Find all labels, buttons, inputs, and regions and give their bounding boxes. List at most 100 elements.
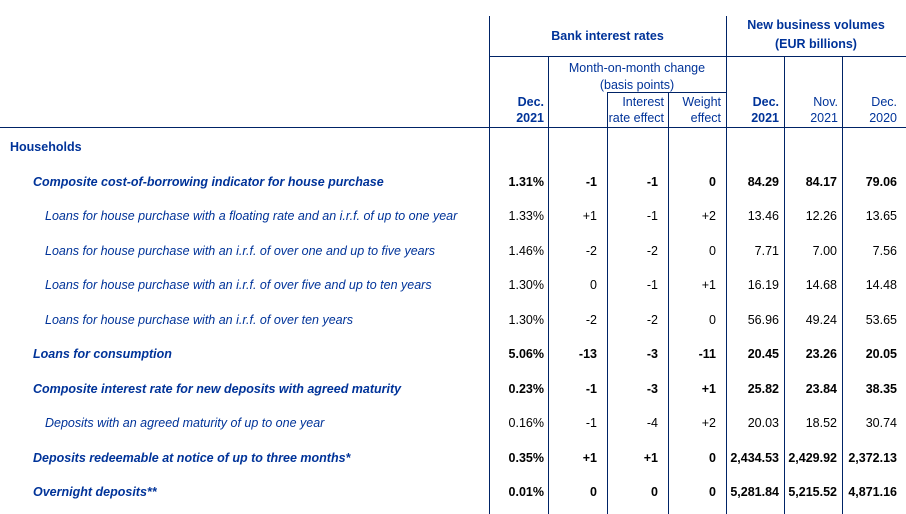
row-label: Loans for house purchase with an i.r.f. …	[45, 312, 354, 327]
cell-weight-effect: +1	[701, 277, 716, 292]
row-label: Loans for house purchase with an i.r.f. …	[45, 243, 436, 258]
mom-change-line2: (basis points)	[599, 78, 675, 92]
cell-vol-dec-2021: 16.19	[747, 277, 779, 292]
cell-vol-dec-2021: 7.71	[754, 243, 779, 258]
cell-vol-dec-2020: 2,372.13	[848, 450, 897, 465]
cell-vol-nov-2021: 12.26	[805, 208, 837, 223]
row-label: Deposits redeemable at notice of up to t…	[33, 450, 351, 465]
cell-vol-dec-2021: 84.29	[747, 174, 779, 189]
cell-vol-nov-2021: 7.00	[812, 243, 837, 258]
cell-vol-nov-2021: 23.26	[805, 346, 837, 361]
cell-weight-effect: -11	[698, 346, 716, 361]
table-border-vertical	[784, 56, 785, 514]
column-header-weight-effect: Weight effect	[682, 95, 721, 125]
column-header-vol-nov-2021: Nov. 2021	[810, 95, 838, 125]
table-border-vertical	[668, 92, 669, 514]
table-row-overnight-deposits: Overnight deposits** 0.01% 0 0 0 5,281.8…	[0, 474, 906, 509]
cell-vol-dec-2021: 20.45	[747, 346, 779, 361]
column-header-vol-dec-2020: Dec. 2020	[869, 95, 897, 125]
cell-vol-dec-2020: 14.48	[865, 277, 897, 292]
cell-mom-change: -1	[585, 381, 597, 396]
cell-rate-dec-2021: 1.31%	[508, 174, 544, 189]
cell-interest-rate-effect: -3	[646, 346, 658, 361]
cell-weight-effect: +1	[701, 381, 716, 396]
table-row-composite-cost-of-borrowing: Composite cost-of-borrowing indicator fo…	[0, 164, 906, 199]
cell-vol-dec-2020: 4,871.16	[848, 484, 897, 499]
column-header-interest-rate-effect: Interest rate effect	[608, 95, 664, 125]
column-header-rate-dec-2021: Dec. 2021	[516, 95, 544, 125]
table-row-composite-deposit-rate: Composite interest rate for new deposits…	[0, 371, 906, 406]
table-row-loans-for-consumption: Loans for consumption 5.06% -13 -3 -11 2…	[0, 336, 906, 371]
cell-vol-nov-2021: 49.24	[805, 312, 837, 327]
cell-interest-rate-effect: 0	[651, 484, 658, 499]
table-row-deposits-redeemable: Deposits redeemable at notice of up to t…	[0, 440, 906, 475]
cell-rate-dec-2021: 1.33%	[508, 208, 544, 223]
cell-weight-effect: 0	[709, 312, 716, 327]
row-label: Loans for house purchase with a floating…	[45, 208, 458, 223]
cell-vol-dec-2021: 56.96	[747, 312, 779, 327]
cell-rate-dec-2021: 1.30%	[508, 312, 544, 327]
cell-vol-nov-2021: 2,429.92	[788, 450, 837, 465]
table-border-horizontal	[489, 56, 906, 57]
cell-vol-dec-2020: 53.65	[865, 312, 897, 327]
cell-vol-dec-2020: 79.06	[865, 174, 897, 189]
cell-weight-effect: +2	[701, 208, 716, 223]
cell-interest-rate-effect: +1	[643, 450, 658, 465]
cell-rate-dec-2021: 1.30%	[508, 277, 544, 292]
cell-interest-rate-effect: -1	[646, 277, 658, 292]
cell-weight-effect: +2	[701, 415, 716, 430]
cell-weight-effect: 0	[709, 450, 716, 465]
cell-interest-rate-effect: -4	[646, 415, 658, 430]
table-border-horizontal	[607, 92, 726, 93]
cell-mom-change: +1	[582, 450, 597, 465]
cell-interest-rate-effect: -2	[646, 243, 658, 258]
cell-mom-change: -1	[585, 415, 597, 430]
cell-vol-dec-2020: 20.05	[865, 346, 897, 361]
cell-vol-dec-2020: 38.35	[865, 381, 897, 396]
cell-weight-effect: 0	[709, 243, 716, 258]
cell-vol-nov-2021: 14.68	[805, 277, 837, 292]
cell-mom-change: +1	[582, 208, 597, 223]
cell-mom-change: -1	[585, 174, 597, 189]
cell-vol-nov-2021: 5,215.52	[788, 484, 837, 499]
table-border-vertical	[489, 16, 490, 514]
column-group-new-business-volumes: New business volumes (EUR billions)	[726, 16, 906, 54]
table-row-loans-one-to-five-years: Loans for house purchase with an i.r.f. …	[0, 233, 906, 268]
row-label: Composite interest rate for new deposits…	[33, 381, 402, 396]
cell-weight-effect: 0	[709, 174, 716, 189]
cell-rate-dec-2021: 0.01%	[508, 484, 544, 499]
cell-mom-change: 0	[590, 277, 597, 292]
new-business-volumes-line1: New business volumes	[747, 18, 885, 32]
cell-vol-nov-2021: 23.84	[805, 381, 837, 396]
table-border-vertical	[726, 16, 727, 514]
cell-rate-dec-2021: 5.06%	[508, 346, 544, 361]
table-border-horizontal	[0, 127, 906, 128]
new-business-volumes-line2: (EUR billions)	[775, 37, 857, 51]
cell-interest-rate-effect: -1	[646, 208, 658, 223]
cell-rate-dec-2021: 1.46%	[508, 243, 544, 258]
cell-rate-dec-2021: 0.35%	[508, 450, 544, 465]
cell-vol-dec-2021: 13.46	[747, 208, 779, 223]
row-label: Composite cost-of-borrowing indicator fo…	[33, 174, 384, 189]
cell-vol-dec-2021: 20.03	[747, 415, 779, 430]
cell-weight-effect: 0	[709, 484, 716, 499]
table-border-vertical	[607, 92, 608, 514]
table-row-households: Households	[0, 129, 906, 164]
cell-vol-dec-2020: 30.74	[865, 415, 897, 430]
table-border-vertical	[842, 56, 843, 514]
cell-vol-nov-2021: 18.52	[805, 415, 837, 430]
table-border-vertical	[548, 56, 549, 514]
cell-vol-dec-2020: 7.56	[872, 243, 897, 258]
cell-vol-nov-2021: 84.17	[805, 174, 837, 189]
cell-vol-dec-2021: 5,281.84	[730, 484, 779, 499]
table-row-floating-rate-loans: Loans for house purchase with a floating…	[0, 198, 906, 233]
cell-mom-change: -2	[585, 312, 597, 327]
column-group-bank-interest-rates: Bank interest rates	[551, 29, 664, 43]
cell-interest-rate-effect: -2	[646, 312, 658, 327]
cell-vol-dec-2021: 25.82	[747, 381, 779, 396]
row-label: Loans for consumption	[33, 346, 172, 361]
row-label: Households	[10, 139, 82, 154]
cell-rate-dec-2021: 0.16%	[508, 415, 544, 430]
cell-interest-rate-effect: -3	[646, 381, 658, 396]
